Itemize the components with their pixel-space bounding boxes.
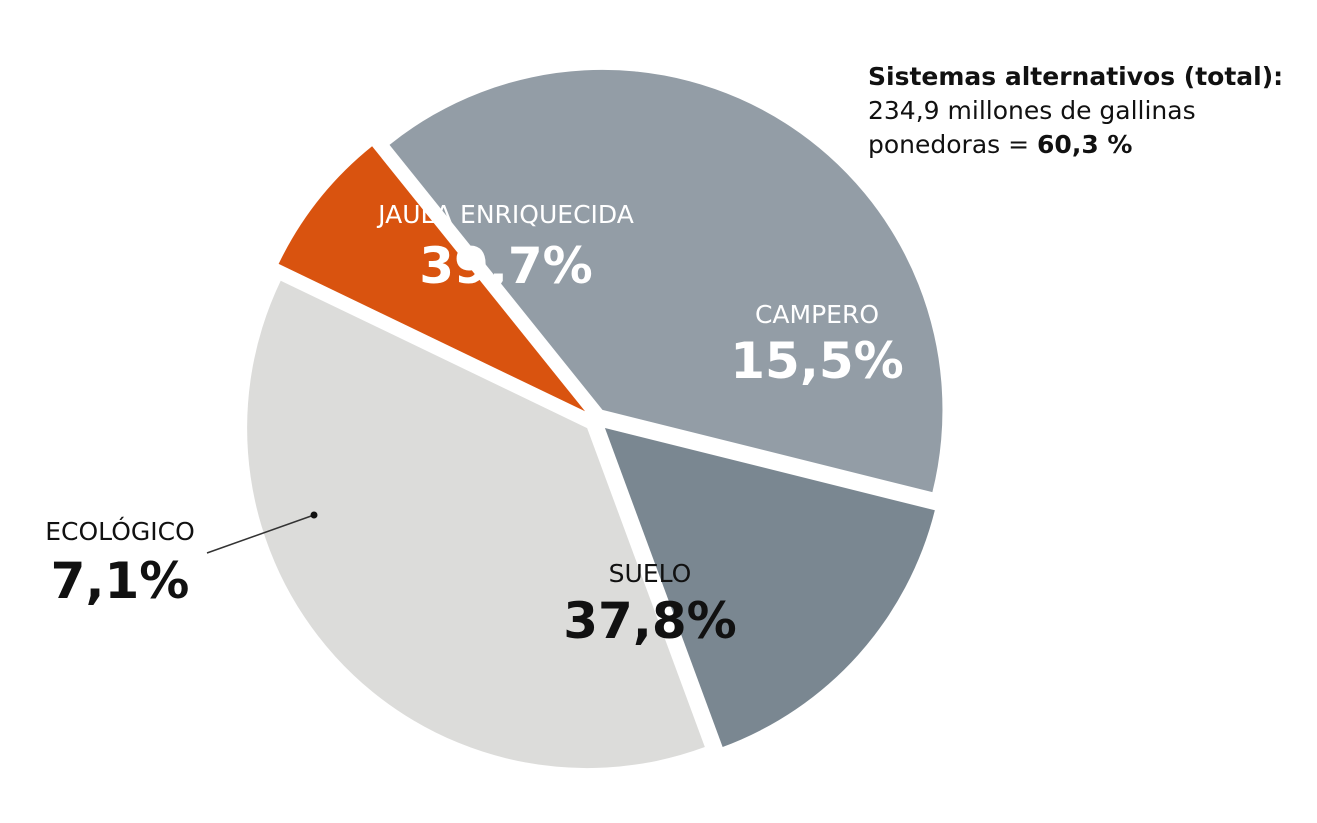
slice-value: 37,8%	[563, 592, 736, 650]
pie-slice-jaula-enriquecida	[389, 69, 943, 493]
note-line-2: 234,9 millones de gallinas	[868, 96, 1196, 125]
pie-slice-ecol-gico	[278, 146, 586, 412]
slice-label: JAULA ENRIQUECIDA	[376, 200, 634, 229]
slice-value: 15,5%	[730, 332, 903, 390]
slice-value: 7,1%	[51, 552, 190, 610]
slice-label: SUELO	[609, 559, 692, 588]
pie-slice-suelo	[247, 280, 705, 769]
slice-label: CAMPERO	[755, 300, 879, 329]
slice-value: 39,7%	[419, 237, 592, 295]
note-line-3-prefix: ponedoras =	[868, 130, 1038, 159]
note-heading: Sistemas alternativos (total):	[868, 62, 1284, 91]
ecologico-leader-line	[206, 514, 315, 554]
slice-label: ECOLÓGICO	[45, 516, 195, 546]
ecologico-leader-dot	[310, 511, 318, 519]
alternative-systems-note: Sistemas alternativos (total): 234,9 mil…	[868, 60, 1288, 162]
pie-slice-campero	[604, 428, 935, 747]
note-total-percent: 60,3 %	[1037, 130, 1133, 159]
